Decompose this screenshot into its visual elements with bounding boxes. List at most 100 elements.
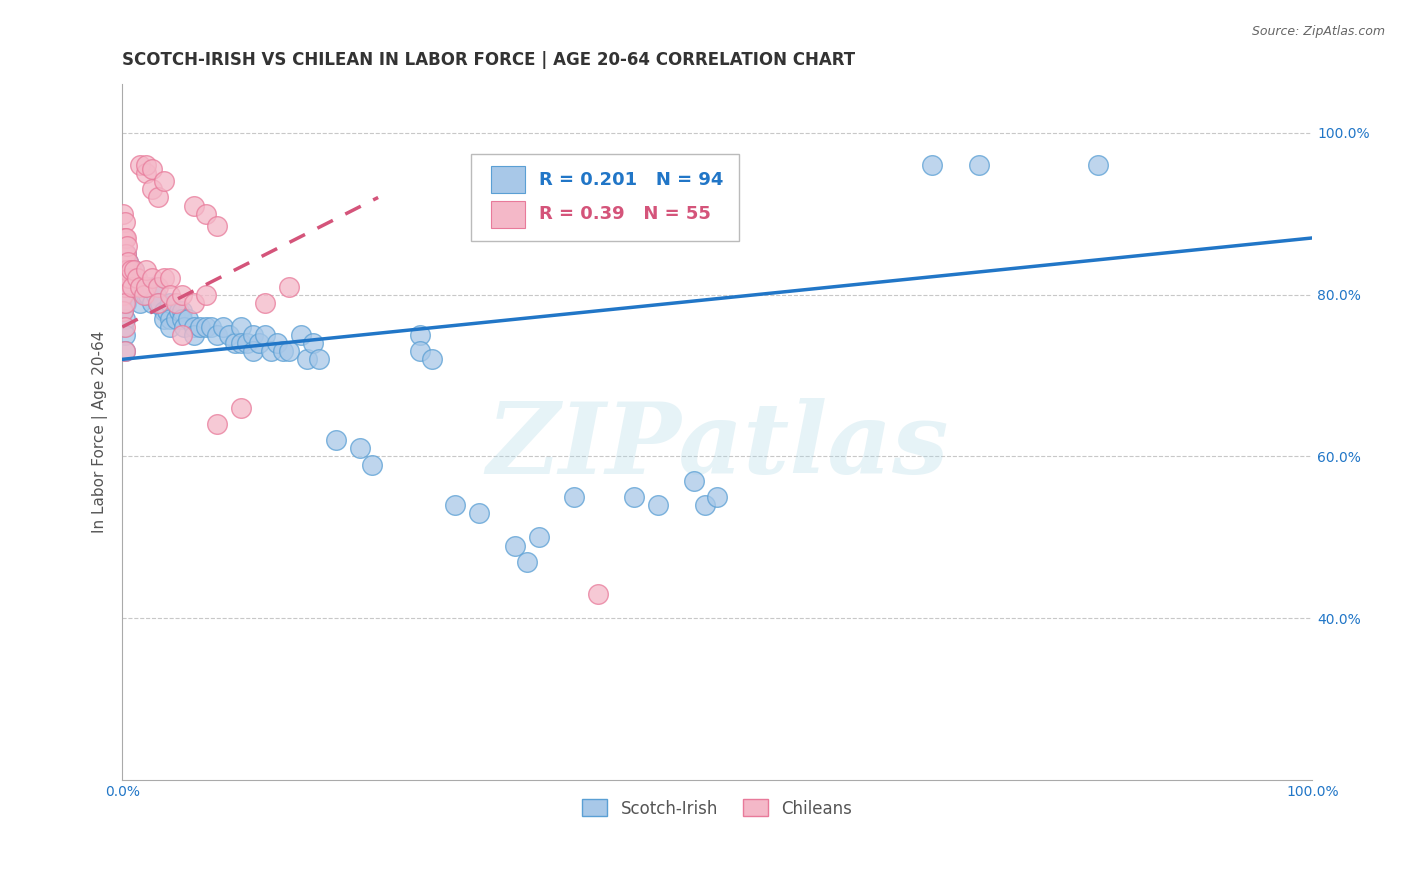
Point [114,247,136,261]
Point [112,207,135,221]
Text: ZIPatlas: ZIPatlas [486,398,949,494]
Point [114,231,136,245]
Point [409,328,432,343]
Point [159,287,181,301]
Point [169,303,191,318]
Point [194,287,217,301]
Point [138,287,160,301]
Point [129,295,152,310]
Point [118,263,141,277]
Point [115,255,138,269]
Point [146,295,169,310]
Point [122,263,145,277]
Point [647,498,669,512]
Point [231,320,253,334]
Point [159,311,181,326]
Point [146,295,169,310]
Point [295,352,318,367]
Point [146,190,169,204]
Point [503,539,526,553]
Point [135,158,157,172]
Point [118,271,141,285]
Point [224,336,246,351]
Text: SCOTCH-IRISH VS CHILEAN IN LABOR FORCE | AGE 20-64 CORRELATION CHART: SCOTCH-IRISH VS CHILEAN IN LABOR FORCE |… [122,51,855,69]
Point [129,279,152,293]
Point [114,279,136,293]
Point [159,320,181,334]
Point [114,231,136,245]
Point [444,498,467,512]
Point [114,215,136,229]
Point [170,328,193,343]
Point [112,287,135,301]
Point [1087,158,1109,172]
Point [200,320,222,334]
Bar [491,201,524,227]
Y-axis label: In Labor Force | Age 20-64: In Labor Force | Age 20-64 [93,331,108,533]
Point [207,328,229,343]
Point [409,344,432,359]
Point [183,328,205,343]
Point [114,279,136,293]
Point [114,263,136,277]
Point [114,247,136,261]
Point [156,303,179,318]
Point [277,279,299,293]
Point [114,311,136,326]
Point [242,328,264,343]
Point [132,279,155,293]
Point [125,271,148,285]
Point [114,263,136,277]
Point [266,336,288,351]
Point [129,158,152,172]
Point [121,279,143,293]
Point [194,207,217,221]
Point [183,320,205,334]
Point [135,263,157,277]
Point [173,320,195,334]
Point [159,271,181,285]
Point [361,458,384,472]
Point [236,336,259,351]
Point [114,247,136,261]
Point [260,344,283,359]
Point [118,279,141,293]
Point [207,219,229,233]
Point [114,263,136,277]
Point [254,328,277,343]
Point [146,279,169,293]
Point [117,271,139,285]
Point [695,498,717,512]
Point [247,336,270,351]
Point [141,271,163,285]
Point [122,279,145,293]
Point [301,336,323,351]
Point [921,158,943,172]
Point [112,271,135,285]
Point [121,271,143,285]
Point [135,287,157,301]
Point [564,490,586,504]
Point [120,263,142,277]
Point [120,271,142,285]
Text: Source: ZipAtlas.com: Source: ZipAtlas.com [1251,25,1385,38]
Point [112,247,135,261]
Point [231,401,253,415]
Point [277,344,299,359]
Point [117,255,139,269]
Point [290,328,312,343]
Point [183,198,205,212]
Point [149,295,172,310]
Point [115,239,138,253]
Point [588,587,610,601]
Point [183,295,205,310]
Point [114,247,136,261]
Point [527,531,550,545]
Point [141,182,163,196]
Point [135,279,157,293]
Point [194,320,217,334]
Point [325,434,347,448]
Point [967,158,990,172]
Point [468,506,491,520]
Point [153,303,176,318]
